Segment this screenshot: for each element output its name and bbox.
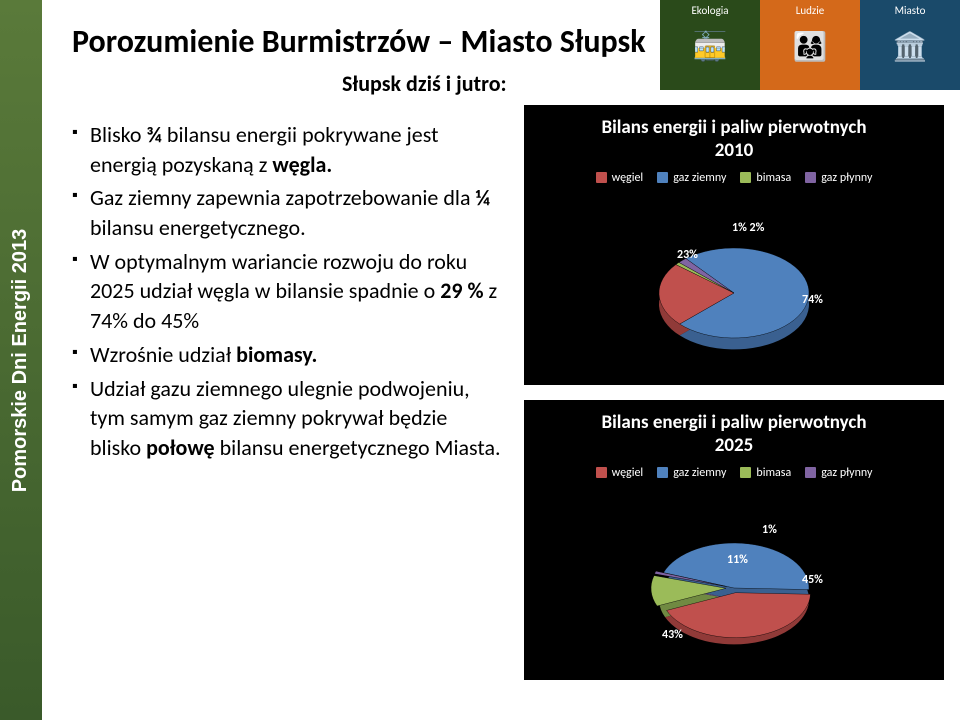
legend-label: bimasa <box>756 466 791 480</box>
pie-percent-label: 1% <box>762 523 777 537</box>
legend-swatch <box>740 172 751 183</box>
legend-swatch <box>596 172 607 183</box>
bullet-list: Blisko ¾ bilansu energii pokrywane jest … <box>72 120 502 467</box>
bullet-item: Wzrośnie udział biomasy. <box>72 340 502 370</box>
pie-slice <box>667 592 811 637</box>
pie-area-2010: 74% 23% 1% 2% <box>542 193 926 373</box>
legend-swatch <box>740 467 751 478</box>
legend-label: bimasa <box>756 171 791 185</box>
legend-label: gaz płynny <box>821 171 872 185</box>
legend-swatch <box>657 467 668 478</box>
sidebar-title: Pomorskie Dni Energii 2013 <box>10 228 33 491</box>
banner-label: Ludzie <box>796 4 825 17</box>
legend-item: węgiel <box>596 466 644 480</box>
top-banner: Ekologia 🚋 Ludzie 👨‍👩‍👧 Miasto 🏛️ <box>660 0 960 90</box>
people-icon: 👨‍👩‍👧 <box>785 21 835 71</box>
legend-label: gaz płynny <box>821 466 872 480</box>
banner-label: Miasto <box>895 4 926 17</box>
legend-swatch <box>805 467 816 478</box>
legend-swatch <box>805 172 816 183</box>
chart-title-line2: 2025 <box>715 434 754 457</box>
legend-label: gaz ziemny <box>673 171 726 185</box>
legend-label: węgiel <box>612 466 644 480</box>
chart-title: Bilans energii i paliw pierwotnych 2025 <box>542 412 926 458</box>
legend-item: gaz ziemny <box>657 171 726 185</box>
legend-item: bimasa <box>740 466 791 480</box>
pie-percent-label: 1% 2% <box>732 221 764 235</box>
banner-miasto: Miasto 🏛️ <box>860 0 960 90</box>
chart-title-line1: Bilans energii i paliw pierwotnych <box>601 411 866 434</box>
chart-panel-2010: Bilans energii i paliw pierwotnych 2010 … <box>524 105 944 385</box>
legend-swatch <box>596 467 607 478</box>
subtitle: Słupsk dziś i jutro: <box>342 70 507 97</box>
pie-percent-label: 45% <box>802 573 823 587</box>
pie-area-2025: 45% 43% 11% 1% <box>542 488 926 668</box>
legend-item: gaz płynny <box>805 466 872 480</box>
bullet-item: Gaz ziemny zapewnia zapotrzebowanie dla … <box>72 183 502 242</box>
bullet-item: W optymalnym wariancie rozwoju do roku 2… <box>72 247 502 336</box>
banner-ludzie: Ludzie 👨‍👩‍👧 <box>760 0 860 90</box>
left-sidebar: Pomorskie Dni Energii 2013 <box>0 0 42 720</box>
chart-title-line2: 2010 <box>715 139 754 162</box>
legend-swatch <box>657 172 668 183</box>
legend-2025: węgiel gaz ziemny bimasa gaz płynny <box>542 466 926 480</box>
legend-item: bimasa <box>740 171 791 185</box>
banner-ekologia: Ekologia 🚋 <box>660 0 760 90</box>
chart-title-line1: Bilans energii i paliw pierwotnych <box>601 116 866 139</box>
chart-title: Bilans energii i paliw pierwotnych 2010 <box>542 117 926 163</box>
pie-percent-label: 43% <box>662 628 683 642</box>
bullet-item: Udział gazu ziemnego ulegnie podwojeniu,… <box>72 374 502 463</box>
legend-item: gaz płynny <box>805 171 872 185</box>
banner-label: Ekologia <box>691 4 728 17</box>
main-area: Porozumienie Burmistrzów – Miasto Słupsk… <box>42 0 960 720</box>
pie-percent-label: 23% <box>677 248 698 262</box>
pie-percent-label: 74% <box>802 293 823 307</box>
legend-label: węgiel <box>612 171 644 185</box>
pie-percent-label: 11% <box>727 553 748 567</box>
legend-item: gaz ziemny <box>657 466 726 480</box>
legend-label: gaz ziemny <box>673 466 726 480</box>
chart-panel-2025: Bilans energii i paliw pierwotnych 2025 … <box>524 400 944 680</box>
slide-title: Porozumienie Burmistrzów – Miasto Słupsk <box>72 22 646 61</box>
bullet-item: Blisko ¾ bilansu energii pokrywane jest … <box>72 120 502 179</box>
building-icon: 🏛️ <box>885 21 935 71</box>
tram-icon: 🚋 <box>685 21 735 71</box>
legend-2010: węgiel gaz ziemny bimasa gaz płynny <box>542 171 926 185</box>
legend-item: węgiel <box>596 171 644 185</box>
